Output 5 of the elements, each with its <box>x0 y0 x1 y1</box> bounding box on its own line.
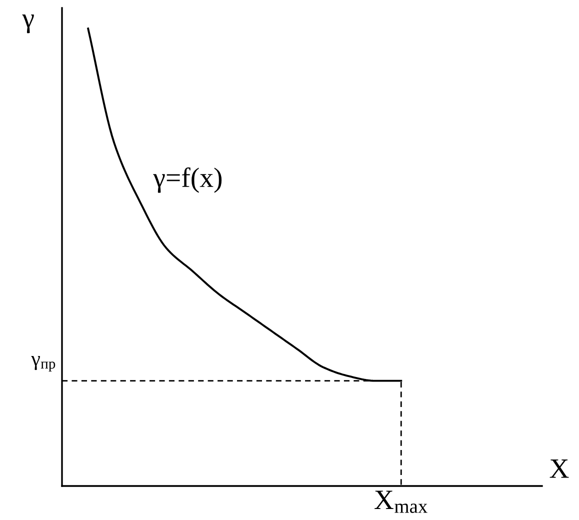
text: X <box>550 460 569 478</box>
text: X$_{max}$ <box>374 490 428 513</box>
y-axis-title: γ <box>22 14 34 34</box>
annotation: γ=f(x) <box>153 167 222 193</box>
ref-line-label: γ$_{пр}$ <box>31 356 56 372</box>
